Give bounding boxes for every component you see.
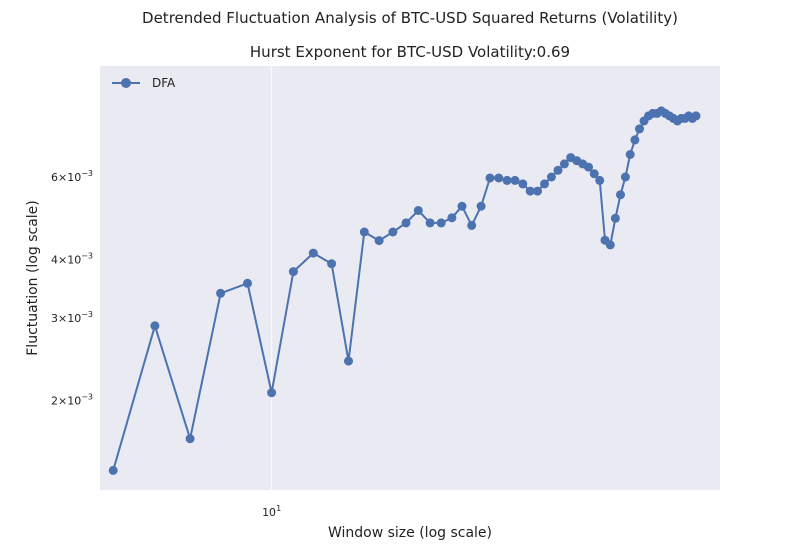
data-point bbox=[327, 259, 337, 269]
data-point bbox=[401, 218, 411, 228]
y-axis-label: Fluctuation (log scale) bbox=[25, 200, 41, 356]
data-point bbox=[589, 169, 599, 179]
data-point bbox=[216, 288, 226, 298]
data-point bbox=[553, 165, 563, 175]
data-point bbox=[616, 190, 625, 200]
data-point bbox=[359, 227, 369, 237]
data-point bbox=[625, 150, 635, 159]
data-point bbox=[635, 124, 644, 134]
data-point bbox=[467, 220, 477, 230]
legend-label: DFA bbox=[152, 76, 176, 90]
chart-suptitle: Detrended Fluctuation Analysis of BTC-US… bbox=[142, 9, 678, 27]
data-point bbox=[584, 162, 593, 172]
data-point bbox=[485, 173, 495, 183]
data-point bbox=[436, 218, 446, 228]
y-tick-label: 2×10−3 bbox=[51, 393, 93, 408]
data-point bbox=[595, 175, 605, 185]
legend: DFA bbox=[112, 76, 176, 90]
data-point bbox=[185, 434, 195, 444]
data-point bbox=[344, 356, 353, 366]
data-point bbox=[620, 172, 630, 182]
data-point bbox=[605, 240, 615, 250]
y-tick-label: 4×10−3 bbox=[51, 252, 93, 267]
data-point bbox=[374, 236, 384, 246]
tick-labels: 101 2×10−3 3×10−3 4×10−3 6×10−3 bbox=[51, 169, 281, 519]
y-tick-label: 3×10−3 bbox=[51, 310, 93, 325]
x-axis-label: Window size (log scale) bbox=[328, 525, 492, 541]
series-layer bbox=[108, 106, 701, 475]
y-tick-label: 6×10−3 bbox=[51, 169, 93, 184]
data-point bbox=[559, 159, 569, 169]
data-point bbox=[108, 465, 118, 475]
data-point bbox=[476, 201, 486, 211]
data-point bbox=[630, 135, 640, 145]
data-point bbox=[243, 278, 252, 288]
data-point bbox=[540, 179, 549, 189]
x-tick-label: 101 bbox=[262, 504, 281, 519]
data-point bbox=[546, 172, 556, 182]
data-point bbox=[447, 213, 457, 223]
data-point bbox=[413, 206, 423, 215]
plot-area bbox=[100, 66, 720, 490]
data-point bbox=[533, 186, 542, 196]
data-point bbox=[425, 218, 435, 228]
data-point bbox=[308, 248, 318, 258]
data-point bbox=[288, 267, 298, 277]
data-point bbox=[691, 111, 701, 121]
data-point bbox=[150, 321, 160, 331]
data-point bbox=[267, 388, 277, 398]
chart-title: Hurst Exponent for BTC-USD Volatility:0.… bbox=[250, 43, 570, 61]
data-point bbox=[518, 179, 528, 189]
data-point bbox=[494, 173, 504, 183]
data-point bbox=[457, 201, 467, 211]
data-point bbox=[510, 175, 520, 185]
data-point bbox=[502, 175, 512, 185]
data-point bbox=[610, 213, 620, 223]
legend-marker bbox=[121, 78, 131, 88]
data-point bbox=[388, 227, 398, 237]
data-point bbox=[525, 186, 535, 196]
